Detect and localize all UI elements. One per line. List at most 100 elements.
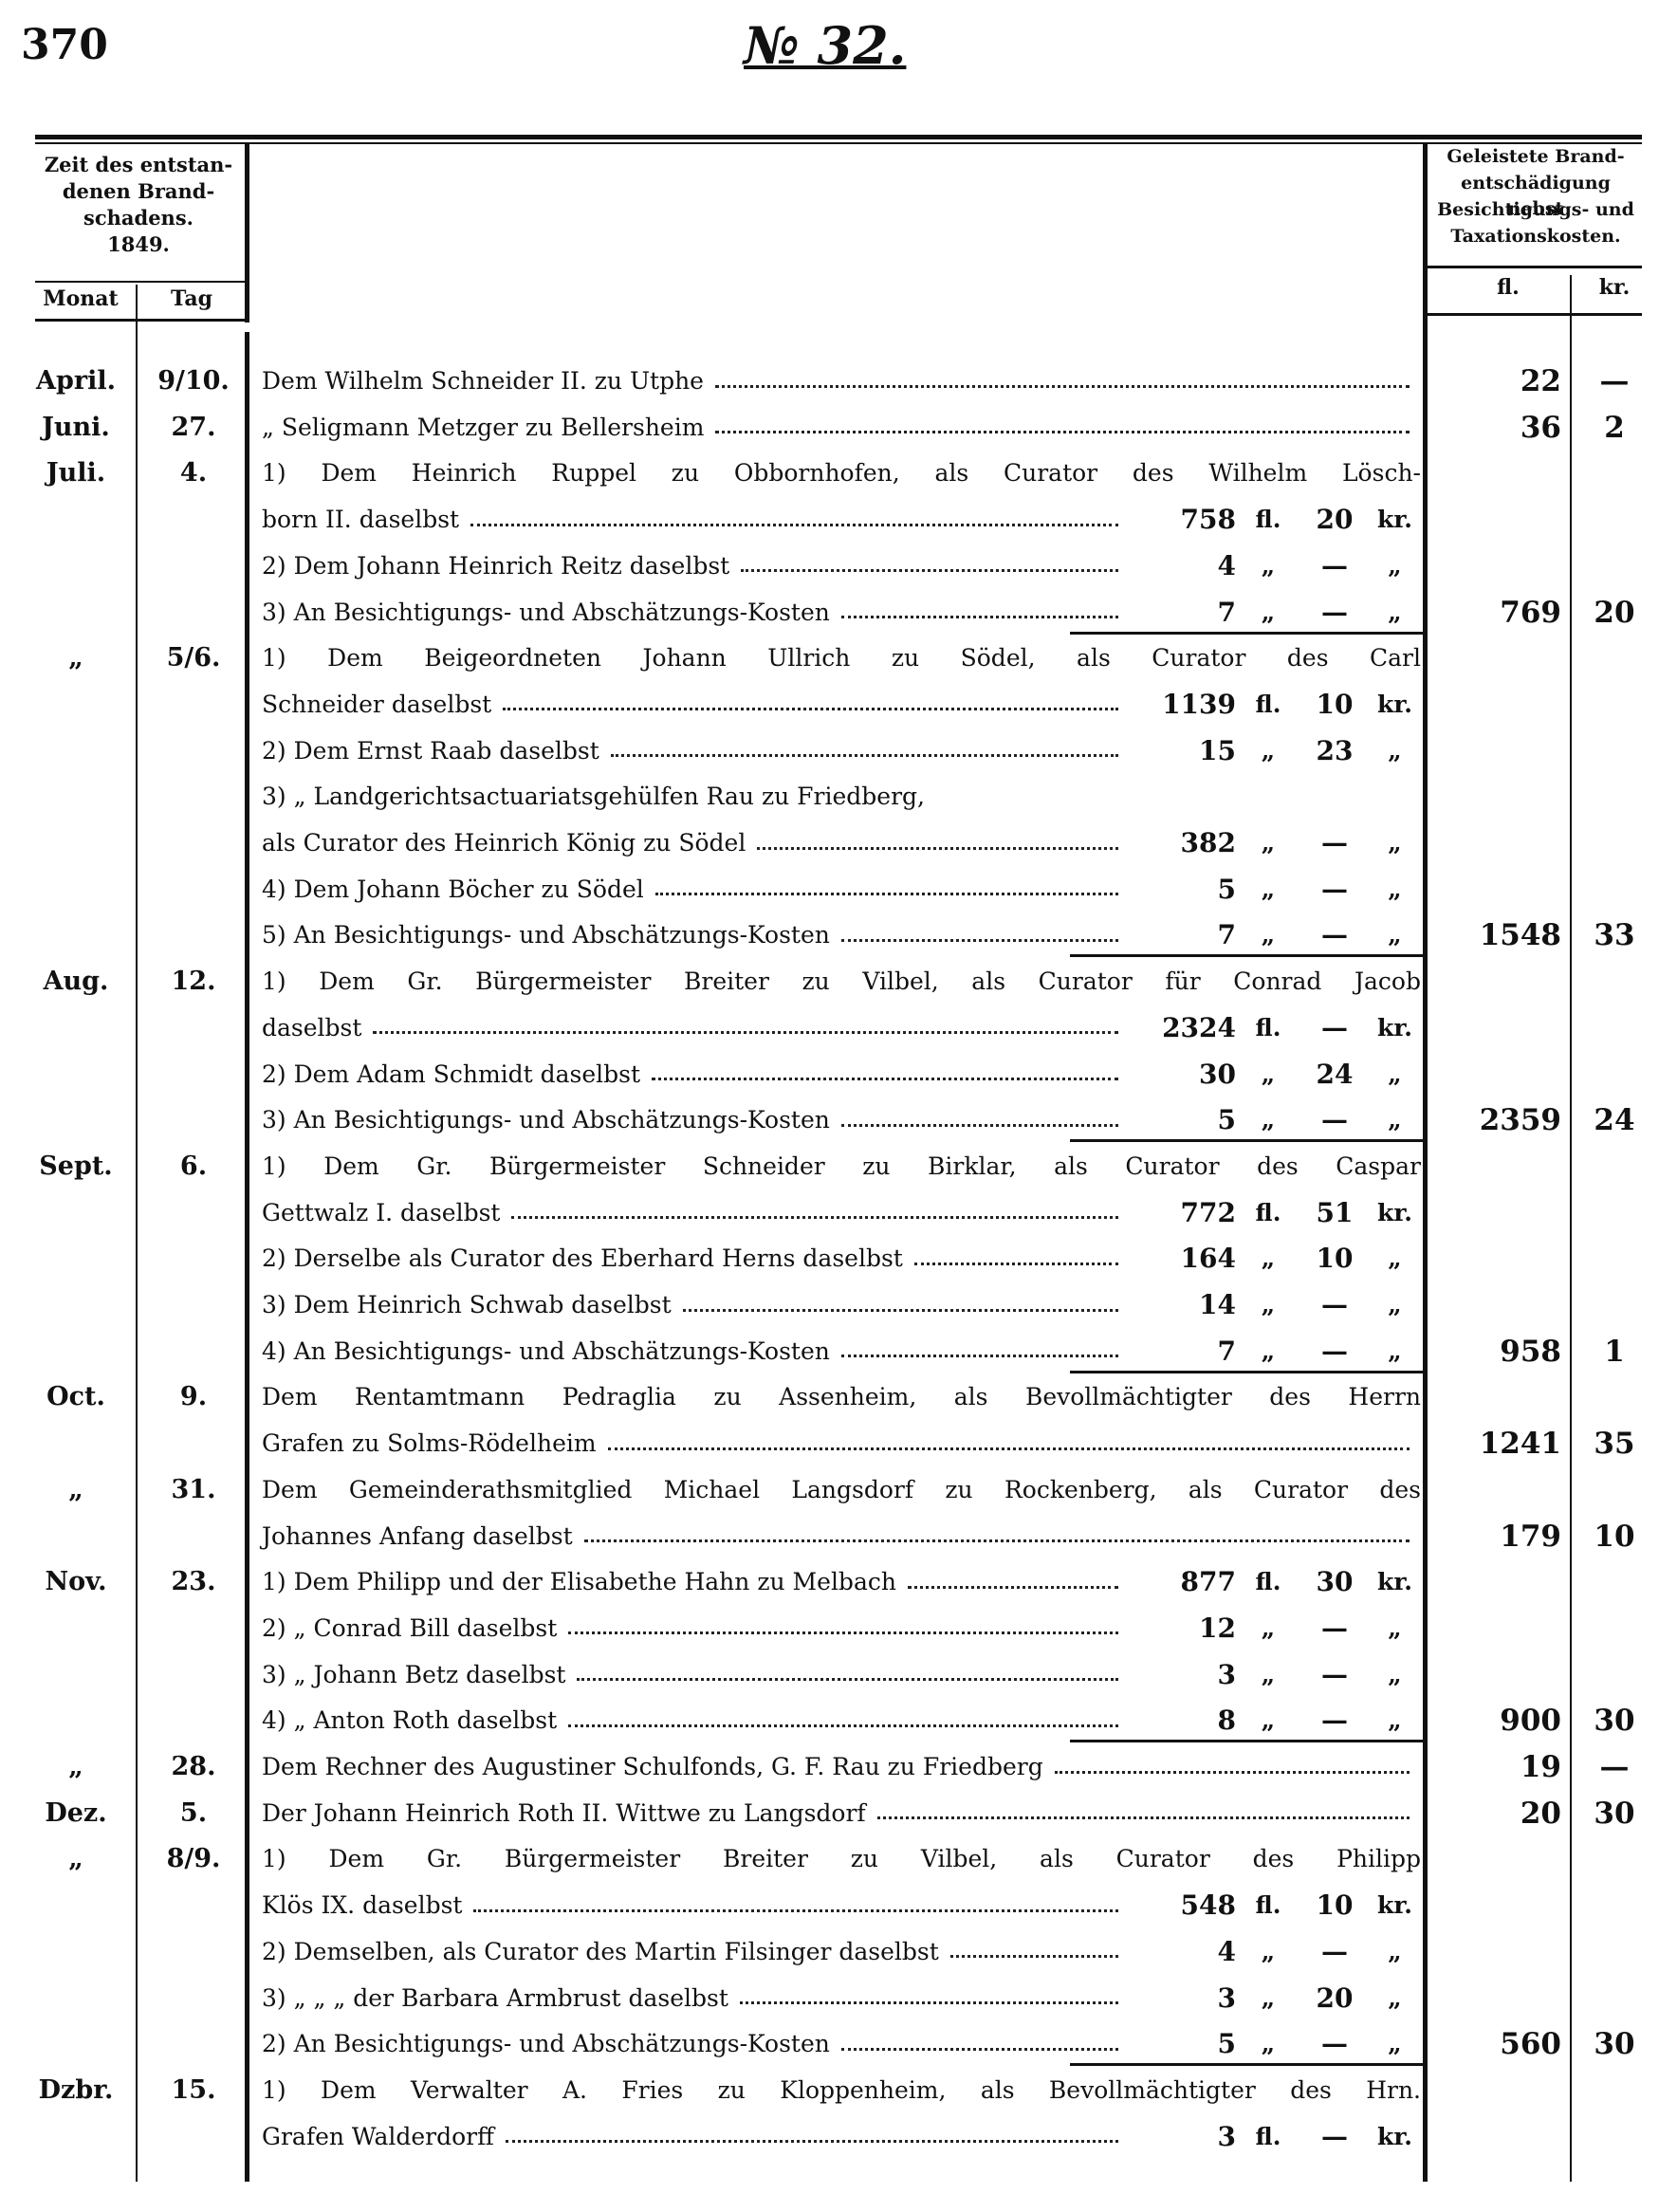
- fl: „: [1261, 2030, 1276, 2058]
- dot-leader: [511, 1216, 1118, 1220]
- kr-unit: „: [1388, 2030, 1402, 2058]
- fl: „: [1261, 1291, 1276, 1318]
- total-kr: 1: [1604, 1334, 1625, 1369]
- entry-text: 2) Dem Johann Heinrich Reitz daselbst: [262, 551, 730, 580]
- amount: 2324: [1162, 1011, 1236, 1043]
- fl: „: [1261, 1613, 1276, 1642]
- dot-leader: [652, 1078, 1118, 1080]
- month: Aug.: [43, 967, 109, 997]
- kr-unit: „: [1388, 598, 1402, 626]
- day: 27.: [171, 412, 216, 442]
- entry-text: 2) Dem Ernst Raab daselbst: [262, 736, 599, 765]
- amount: 5: [1217, 1104, 1236, 1136]
- kr: —: [1321, 1104, 1348, 1136]
- dot-leader: [840, 616, 1118, 618]
- kr: —: [1321, 873, 1348, 905]
- total-fl: 1548: [1479, 918, 1561, 953]
- entry-text: Dem Wilhelm Schneider II. zu Utphe: [262, 367, 704, 395]
- time-header: denen Brand-: [62, 179, 215, 203]
- fl: „: [1261, 875, 1276, 903]
- entry-text: 3) „ Johann Betz daselbst: [262, 1660, 566, 1688]
- kr: 51: [1316, 1196, 1354, 1228]
- sum-rule: [1070, 1139, 1423, 1143]
- month: Juni.: [42, 412, 110, 442]
- day: 28.: [171, 1752, 216, 1781]
- fl: fl.: [1255, 690, 1281, 718]
- entry-text: Schneider daselbst: [262, 690, 492, 718]
- kr: 24: [1316, 1058, 1354, 1090]
- kr: 20: [1316, 504, 1354, 536]
- total-fl: 19: [1520, 1750, 1561, 1784]
- column-rule: [1570, 275, 1572, 2182]
- fl: „: [1261, 1983, 1276, 2012]
- entry-line: 3) Dem Heinrich Schwab daselbst 14 „ — „: [262, 1286, 1421, 1324]
- kr-unit: „: [1388, 1336, 1402, 1365]
- sum-rule: [1070, 631, 1423, 635]
- header-rule: [35, 319, 246, 322]
- sum-rule: [1070, 1370, 1423, 1373]
- dot-leader: [876, 1816, 1410, 1820]
- entry-text: Grafen zu Solms-Rödelheim: [262, 1429, 597, 1458]
- fl: fl.: [1255, 506, 1281, 534]
- entry-line: 2) Demselben, als Curator des Martin Fil…: [262, 1933, 1421, 1971]
- entry-text: 2) Demselben, als Curator des Martin Fil…: [262, 1937, 939, 1965]
- month: „: [68, 643, 83, 673]
- fl-header: fl.: [1497, 275, 1520, 300]
- dot-leader: [610, 754, 1118, 758]
- total-fl: 36: [1520, 410, 1561, 445]
- kr-header: kr.: [1598, 275, 1631, 300]
- kr: —: [1321, 1705, 1348, 1737]
- kr-unit: „: [1388, 736, 1402, 765]
- day: 12.: [171, 967, 216, 997]
- total-kr: 30: [1594, 1796, 1635, 1831]
- day: 8/9.: [166, 1844, 221, 1874]
- day: 31.: [171, 1474, 216, 1504]
- kr: —: [1321, 2028, 1348, 2060]
- entry-text: Dem Rentamtmann Pedraglia zu Assenheim, …: [262, 1383, 1421, 1411]
- kr: —: [1321, 549, 1348, 581]
- paid-header: entschädigung nebst: [1461, 173, 1611, 219]
- entry-text: 5) An Besichtigungs- und Abschätzungs-Ko…: [262, 921, 830, 949]
- entry-line: 4) Dem Johann Böcher zu Södel 5 „ — „: [262, 871, 1421, 909]
- time-header: Zeit des entstan-: [44, 153, 233, 176]
- entry-text: Dem Gemeinderathsmitglied Michael Langsd…: [262, 1475, 1421, 1503]
- kr: —: [1321, 1289, 1348, 1320]
- total-fl: 20: [1520, 1796, 1561, 1831]
- entry-line: Der Johann Heinrich Roth II. Wittwe zu L…: [262, 1795, 1421, 1833]
- dot-leader: [913, 1262, 1118, 1265]
- amount: 30: [1199, 1058, 1236, 1090]
- dot-leader: [607, 1447, 1410, 1450]
- fl: „: [1261, 598, 1276, 626]
- amount: 382: [1180, 827, 1236, 858]
- dot-leader: [714, 384, 1410, 388]
- amount: 1139: [1162, 688, 1236, 720]
- sum-rule: [1070, 954, 1423, 958]
- entry-line: 3) „ „ „ der Barbara Armbrust daselbst 3 „…: [262, 1980, 1421, 2018]
- entry-line: 3) An Besichtigungs- und Abschätzungs-Ko…: [262, 1101, 1421, 1139]
- dot-leader: [503, 708, 1118, 711]
- entry-line: „ Seligmann Metzger zu Bellersheim: [262, 409, 1421, 447]
- entry-text: Der Johann Heinrich Roth II. Wittwe zu L…: [262, 1798, 866, 1827]
- month: Dzbr.: [38, 2074, 114, 2105]
- entry-text: 1) Dem Verwalter A. Fries zu Kloppenheim…: [262, 2075, 1421, 2104]
- kr-unit: „: [1388, 1060, 1402, 1088]
- entry-text: 4) „ Anton Roth daselbst: [262, 1706, 558, 1735]
- dot-leader: [949, 1955, 1118, 1959]
- kr-unit: kr.: [1377, 2122, 1412, 2150]
- kr-unit: „: [1388, 551, 1402, 580]
- sum-rule: [1070, 1740, 1423, 1743]
- entry-line: 4) „ Anton Roth daselbst 8 „ — „: [262, 1702, 1421, 1740]
- total-kr: 20: [1594, 595, 1635, 630]
- entry-line: Dem Wilhelm Schneider II. zu Utphe: [262, 362, 1421, 400]
- total-kr: 30: [1594, 1704, 1635, 1739]
- entry-text: 3) An Besichtigungs- und Abschätzungs-Ko…: [262, 1106, 830, 1134]
- fl: fl.: [1255, 1013, 1281, 1041]
- entry-text: 1) Dem Philipp und der Elisabethe Hahn z…: [262, 1568, 896, 1596]
- amount: 164: [1180, 1243, 1236, 1275]
- total-kr: 35: [1594, 1427, 1635, 1462]
- total-kr: —: [1599, 364, 1630, 398]
- kr-unit: „: [1388, 1106, 1402, 1134]
- entry-line: 1) Dem Gr. Bürgermeister Breiter zu Vilb…: [262, 963, 1421, 1001]
- entry-text: 3) „ „ „ der Barbara Armbrust daselbst: [262, 1983, 728, 2012]
- top-rule: [35, 135, 1642, 139]
